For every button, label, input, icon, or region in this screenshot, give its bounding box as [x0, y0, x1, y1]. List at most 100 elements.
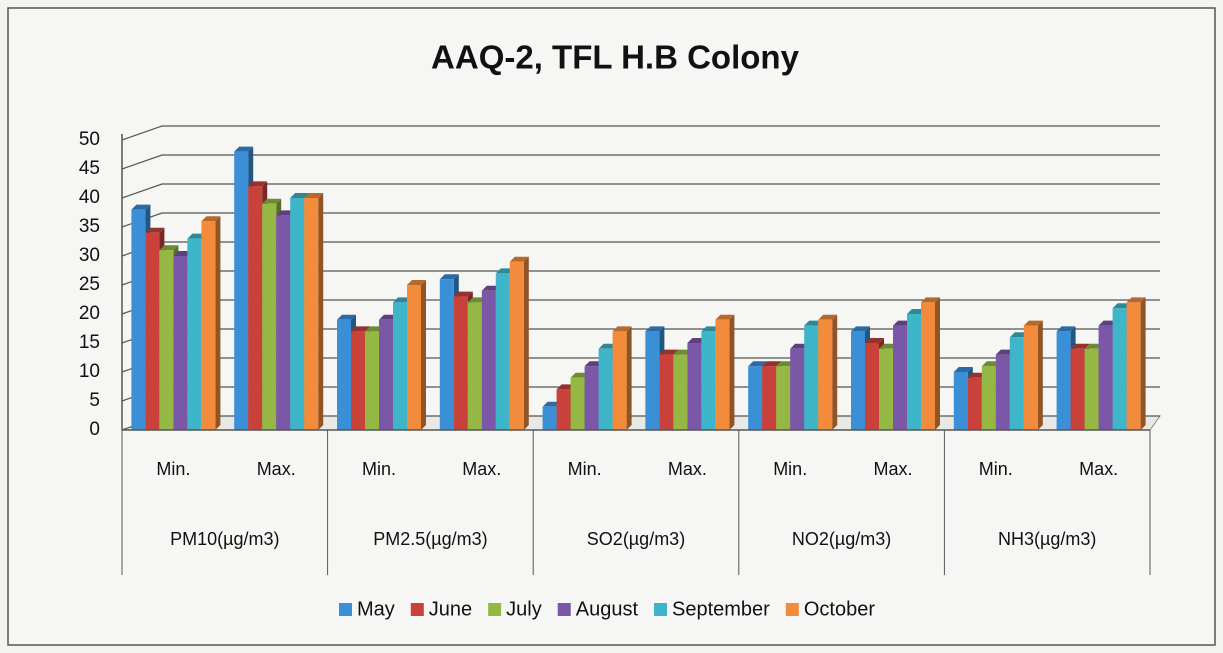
- bar-top: [715, 314, 735, 320]
- bar: [467, 302, 482, 430]
- bar-top: [1070, 343, 1090, 349]
- bar: [818, 319, 833, 430]
- bar: [495, 273, 510, 430]
- bar-top: [1126, 297, 1146, 303]
- x-tick-label: Min.: [979, 459, 1013, 479]
- y-tick-label: 35: [79, 216, 100, 237]
- legend-swatch: [488, 603, 502, 616]
- bar-top: [351, 326, 370, 332]
- bar-top: [1023, 320, 1043, 326]
- bar: [687, 343, 702, 430]
- bar: [598, 348, 613, 430]
- bar: [1098, 325, 1113, 430]
- y-tick-label: 5: [89, 390, 100, 411]
- bar: [201, 221, 216, 430]
- bar: [131, 209, 146, 430]
- bar: [337, 319, 351, 430]
- bar: [748, 366, 763, 430]
- x-tick-label: Min.: [773, 459, 807, 479]
- bar-top: [131, 204, 151, 210]
- bar: [1126, 302, 1141, 430]
- bar: [351, 331, 365, 430]
- bar: [262, 203, 277, 430]
- legend-label: September: [672, 598, 770, 620]
- bar-top: [1056, 326, 1076, 332]
- y-tick-label: 15: [79, 332, 100, 353]
- legend-item: August: [557, 598, 639, 620]
- y-tick-label: 40: [79, 187, 100, 208]
- legend-label: August: [576, 598, 639, 620]
- x-tick-label: Max.: [1079, 459, 1118, 479]
- group-label: PM10(µg/m3): [170, 529, 279, 549]
- bar-top: [509, 256, 529, 262]
- bar: [762, 366, 777, 430]
- bar-side: [1037, 320, 1043, 430]
- bar: [1112, 308, 1127, 430]
- bar: [509, 261, 524, 430]
- bar: [879, 348, 893, 430]
- bar: [234, 151, 249, 430]
- y-tick-label: 45: [79, 158, 100, 179]
- bar: [907, 314, 921, 430]
- group-label: NO2(µg/m3): [792, 529, 891, 549]
- bar-top: [407, 280, 426, 285]
- group-label: NH3(µg/m3): [998, 529, 1096, 549]
- y-tick-label: 25: [79, 274, 100, 295]
- bar-top: [921, 297, 940, 303]
- legend-swatch: [410, 603, 424, 616]
- legend-item: May: [338, 598, 395, 620]
- x-tick-label: Min.: [362, 459, 396, 479]
- x-tick-label: Max.: [668, 459, 707, 479]
- legend-label: June: [429, 598, 472, 620]
- bar: [276, 215, 291, 430]
- bar-top: [201, 216, 221, 222]
- bar: [995, 354, 1010, 430]
- bar: [542, 406, 557, 430]
- grid-line: [121, 183, 1160, 199]
- bar-top: [439, 274, 459, 280]
- bar: [290, 198, 305, 430]
- bar: [584, 366, 599, 430]
- bar-top: [659, 349, 679, 355]
- legend-label: July: [506, 598, 542, 620]
- bar: [481, 290, 496, 430]
- legend-swatch: [338, 603, 352, 616]
- bar: [556, 389, 571, 430]
- bar: [851, 331, 865, 430]
- bar: [248, 186, 263, 430]
- bar-top: [818, 314, 838, 320]
- bar: [673, 354, 688, 430]
- bar-top: [290, 193, 310, 198]
- y-tick-label: 30: [79, 245, 100, 266]
- bar-side: [832, 314, 838, 430]
- bar: [393, 302, 407, 430]
- bar: [1070, 348, 1085, 430]
- bar: [967, 377, 982, 430]
- bar: [790, 348, 805, 430]
- bar: [804, 325, 819, 430]
- legend-swatch: [557, 603, 571, 616]
- bar-top: [645, 326, 665, 332]
- bar: [1023, 325, 1038, 430]
- bar-top: [953, 367, 973, 372]
- bar: [304, 198, 319, 430]
- bar-side: [523, 256, 529, 430]
- legend-item: September: [654, 598, 770, 620]
- bar: [159, 250, 174, 430]
- bar: [1056, 331, 1071, 430]
- bar-top: [748, 361, 768, 367]
- bar-top: [304, 193, 324, 198]
- bar: [379, 319, 393, 430]
- bar-side: [626, 326, 632, 430]
- x-tick-label: Min.: [156, 459, 190, 479]
- legend-label: October: [804, 598, 875, 620]
- legend-swatch: [785, 603, 799, 616]
- bar: [865, 343, 879, 430]
- bar: [1009, 337, 1024, 430]
- bar-top: [248, 181, 268, 187]
- bar: [453, 296, 468, 430]
- legend-item: October: [785, 598, 875, 620]
- bar: [921, 302, 935, 430]
- bar-top: [234, 146, 254, 152]
